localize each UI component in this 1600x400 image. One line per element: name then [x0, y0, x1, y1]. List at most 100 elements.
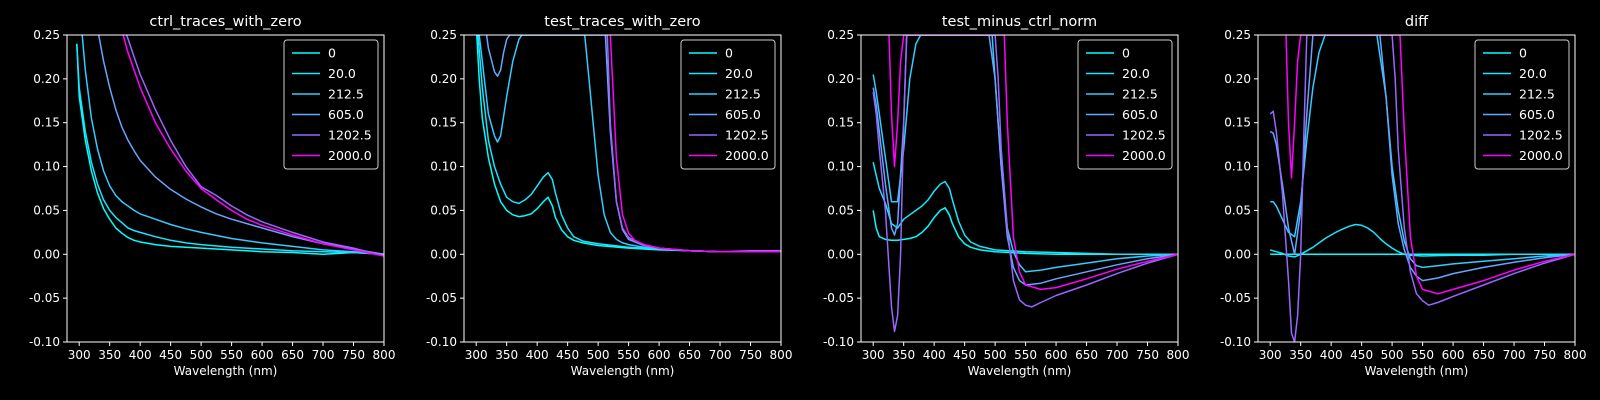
x-tick-label: 800	[1167, 348, 1190, 362]
y-tick-label: 0.05	[827, 203, 854, 217]
series-line-5	[888, 35, 1178, 291]
y-tick-label: 0.05	[1224, 203, 1251, 217]
legend: 0 20.0 212.5 605.0 1202.5 2000.0	[1077, 39, 1173, 170]
x-tick-label: 500	[1381, 348, 1404, 362]
series-line-4	[125, 35, 384, 257]
axes-frame	[860, 34, 1179, 343]
x-tick-label: 450	[556, 348, 579, 362]
y-tick-label: 0.00	[430, 247, 457, 261]
x-tick-label: 650	[1472, 348, 1495, 362]
series-line-0	[476, 35, 781, 253]
x-tick-label: 300	[68, 348, 91, 362]
y-tick-label: 0.00	[33, 247, 60, 261]
legend-label-3: 605.0	[725, 107, 761, 122]
y-tick-label: -0.10	[29, 335, 60, 349]
legend-box	[1474, 39, 1570, 170]
x-tick-label: 400	[923, 348, 946, 362]
legend-label-1: 20.0	[328, 66, 356, 81]
series-line-0	[872, 207, 1178, 256]
y-tick-label: -0.10	[823, 335, 854, 349]
chart-panel-4: 300 350 400 450 500 550 600 650 700 750 800 -0.10 -0…	[1220, 14, 1587, 378]
y-tick-label: 0.15	[33, 116, 60, 130]
y-tick-label: -0.05	[823, 291, 854, 305]
legend-label-2: 212.5	[725, 87, 761, 102]
y-tick-label: 0.15	[430, 116, 457, 130]
series-group	[872, 35, 1178, 333]
legend-label-0: 0	[1122, 46, 1130, 61]
y-tick-label: 0.00	[827, 247, 854, 261]
y-tick-label: 0.20	[33, 72, 60, 86]
series-line-3	[1269, 35, 1575, 282]
x-tick-label: 550	[220, 348, 243, 362]
series-line-5	[1285, 35, 1575, 295]
legend-label-0: 0	[1519, 46, 1527, 61]
chart-panel-2: 300 350 400 450 500 550 600 650 700 750 800 -0.10 -0…	[426, 14, 793, 378]
y-tick-label: 0.20	[1224, 72, 1251, 86]
x-tick-label: 700	[1503, 348, 1526, 362]
x-tick-label: 650	[1075, 348, 1098, 362]
x-tick-label: 500	[190, 348, 213, 362]
y-tick-label: 0.25	[827, 28, 854, 42]
x-tick-label: 550	[1014, 348, 1037, 362]
x-tick-label: 500	[587, 348, 610, 362]
x-tick-label: 700	[709, 348, 732, 362]
legend-label-3: 605.0	[1122, 107, 1158, 122]
x-tick-label: 450	[953, 348, 976, 362]
y-tick-label: 0.10	[827, 160, 854, 174]
series-group	[76, 35, 384, 257]
x-tick-label: 350	[98, 348, 121, 362]
x-tick-label: 650	[281, 348, 304, 362]
x-tick-label: 450	[1350, 348, 1373, 362]
series-line-1	[76, 43, 384, 256]
legend: 0 20.0 212.5 605.0 1202.5 2000.0	[680, 39, 776, 170]
x-tick-label: 500	[984, 348, 1007, 362]
y-tick-label: 0.10	[430, 160, 457, 174]
y-tick-label: 0.15	[827, 116, 854, 130]
x-tick-label: 750	[739, 348, 762, 362]
legend-label-2: 212.5	[1122, 87, 1158, 102]
legend-label-2: 212.5	[1519, 87, 1555, 102]
y-tick-label: -0.10	[1220, 335, 1251, 349]
axes-frame	[66, 34, 385, 343]
legend-label-3: 605.0	[1519, 107, 1555, 122]
series-line-1	[1269, 223, 1575, 258]
legend-label-4: 1202.5	[328, 128, 372, 143]
y-tick-label: 0.20	[430, 72, 457, 86]
chart-title: test_minus_ctrl_norm	[942, 14, 1097, 30]
x-tick-label: 800	[1564, 348, 1587, 362]
series-line-2	[81, 35, 384, 256]
y-tick-label: 0.05	[33, 203, 60, 217]
x-axis-label: Wavelength (nm)	[174, 364, 278, 378]
x-tick-label: 400	[526, 348, 549, 362]
x-tick-label: 350	[1289, 348, 1312, 362]
chart-title: test_traces_with_zero	[544, 14, 701, 30]
y-tick-label: -0.05	[426, 291, 457, 305]
y-tick-label: -0.05	[1220, 291, 1251, 305]
y-tick-label: 0.05	[430, 203, 457, 217]
legend-label-4: 1202.5	[725, 128, 769, 143]
y-tick-label: 0.10	[33, 160, 60, 174]
legend-label-4: 1202.5	[1519, 128, 1563, 143]
legend-label-1: 20.0	[725, 66, 753, 81]
axes-frame	[463, 34, 782, 343]
y-tick-label: 0.20	[827, 72, 854, 86]
legend-label-0: 0	[328, 46, 336, 61]
x-tick-label: 450	[159, 348, 182, 362]
legend-label-5: 2000.0	[725, 148, 769, 163]
x-tick-label: 750	[1136, 348, 1159, 362]
x-tick-label: 300	[862, 348, 885, 362]
legend-label-3: 605.0	[328, 107, 364, 122]
legend-label-5: 2000.0	[1519, 148, 1563, 163]
series-line-0	[76, 43, 384, 256]
x-tick-label: 550	[1411, 348, 1434, 362]
chart-title: diff	[1405, 14, 1429, 30]
legend-label-1: 20.0	[1122, 66, 1150, 81]
legend-label-0: 0	[725, 46, 733, 61]
x-tick-label: 400	[1320, 348, 1343, 362]
series-line-1	[872, 162, 1178, 256]
series-group	[1269, 35, 1575, 342]
chart-title: ctrl_traces_with_zero	[149, 14, 301, 30]
series-line-5	[609, 35, 781, 253]
x-tick-label: 800	[770, 348, 793, 362]
